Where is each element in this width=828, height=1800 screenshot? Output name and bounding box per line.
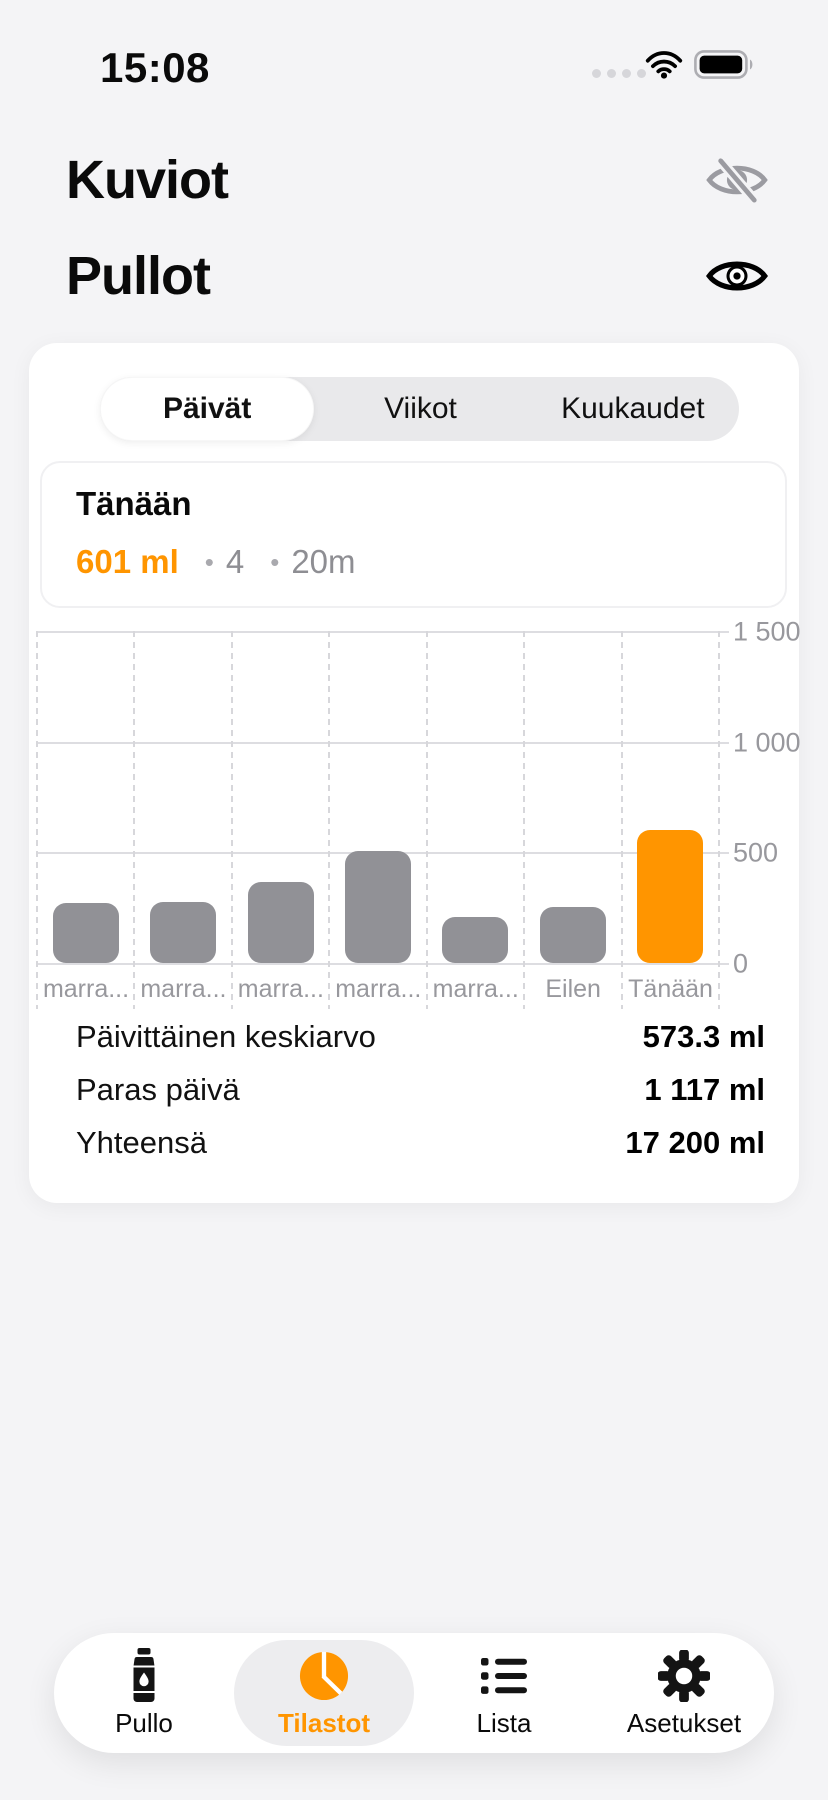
y-axis-tick-label: 1 500 [733, 616, 801, 647]
bar-Eilen [539, 906, 606, 963]
gridline-y [37, 631, 729, 633]
wifi-icon [645, 51, 683, 79]
bar-marra [442, 916, 509, 963]
stat-value: 1 117 ml [644, 1072, 765, 1107]
x-axis-tick-label: Eilen [545, 975, 601, 1003]
stat-row: Paras päivä 1 117 ml [76, 1072, 765, 1125]
x-axis-tick-label: Tänään [628, 975, 713, 1003]
pie-chart-icon [299, 1648, 349, 1704]
bar-marra [150, 902, 217, 963]
y-axis-tick-label: 500 [733, 837, 779, 868]
tab-bar: Pullo Tilastot Lista Asetukset [54, 1633, 774, 1753]
section-title: Pullot [66, 246, 211, 306]
stat-label: Paras päivä [76, 1072, 240, 1107]
segment-kuukaudet[interactable]: Kuukaudet [561, 392, 705, 425]
tab-label: Pullo [115, 1707, 173, 1738]
today-duration: 20m [291, 543, 356, 580]
cellular-signal-icon [592, 69, 646, 78]
eye-icon[interactable] [706, 254, 768, 298]
gridline-y [37, 963, 729, 965]
bottle-icon [129, 1647, 159, 1704]
bar-marra [52, 903, 119, 963]
today-amount: 601 ml [76, 543, 179, 580]
x-axis-tick-label: marra... [42, 975, 130, 1003]
stat-value: 573.3 ml [642, 1019, 765, 1054]
stat-label: Päivittäinen keskiarvo [76, 1019, 376, 1054]
bar-Tänään [637, 829, 704, 963]
today-summary-card[interactable]: Tänään 601 ml • 4 • 20m [40, 461, 787, 608]
segment-päivät[interactable]: Päivät [100, 377, 315, 441]
tab-tilastot[interactable]: Tilastot [234, 1640, 414, 1746]
gridline-x [523, 631, 526, 1009]
y-axis-tick-label: 0 [733, 948, 749, 979]
statistics-card: Päivät Viikot Kuukaudet Tänään 601 ml • 4 • 20… [29, 343, 801, 1203]
gear-icon [658, 1648, 710, 1704]
gridline-y [37, 741, 729, 744]
stat-value: 17 200 ml [625, 1125, 765, 1160]
tab-label: Asetukset [626, 1707, 742, 1738]
gridline-x [328, 631, 331, 1009]
gridline-x [425, 631, 428, 1009]
today-stats-line: 601 ml • 4 • 20m [76, 543, 356, 581]
bar-chart: 0 500 1 000 1 500 marra... marra... marra... ma… [29, 617, 801, 1023]
today-title: Tänään [76, 485, 192, 522]
x-axis-tick-label: marra... [237, 975, 324, 1003]
stat-row: Yhteensä 17 200 ml [76, 1125, 765, 1178]
gridline-x [620, 631, 623, 1009]
separator-dot: • [270, 546, 280, 577]
eye-slash-icon[interactable] [706, 157, 768, 203]
gridline-x [718, 631, 720, 1009]
x-axis-tick-label: marra... [140, 975, 227, 1003]
gridline-x [230, 631, 233, 1009]
tab-pullo[interactable]: Pullo [54, 1640, 234, 1746]
segment-viikot[interactable]: Viikot [384, 392, 457, 425]
gridline-x [133, 631, 136, 1009]
bar-marra [247, 882, 314, 963]
separator-dot: • [204, 546, 214, 577]
section-title: Kuviot [66, 150, 229, 210]
section-header-pullot: Pullot [66, 246, 768, 306]
stat-row: Päivittäinen keskiarvo 573.3 ml [76, 1019, 765, 1072]
segmented-control: Päivät Viikot Kuukaudet [100, 377, 739, 441]
x-axis-tick-label: marra... [432, 975, 519, 1003]
battery-icon [694, 50, 753, 79]
tab-label: Tilastot [278, 1707, 370, 1738]
section-header-kuviot: Kuviot [66, 150, 768, 210]
x-axis-tick-label: marra... [335, 975, 422, 1003]
stats-list: Päivittäinen keskiarvo 573.3 ml Paras päiv… [76, 1019, 765, 1178]
today-entry-count: 4 [225, 543, 245, 580]
tab-lista[interactable]: Lista [414, 1640, 594, 1746]
y-axis-tick-label: 1 000 [733, 727, 801, 758]
status-time: 15:08 [100, 44, 210, 91]
list-icon [481, 1648, 527, 1704]
tab-label: Lista [476, 1707, 532, 1738]
stat-label: Yhteensä [76, 1125, 207, 1160]
gridline-x [36, 631, 38, 1009]
tab-asetukset[interactable]: Asetukset [594, 1640, 774, 1746]
bar-marra [345, 851, 411, 963]
